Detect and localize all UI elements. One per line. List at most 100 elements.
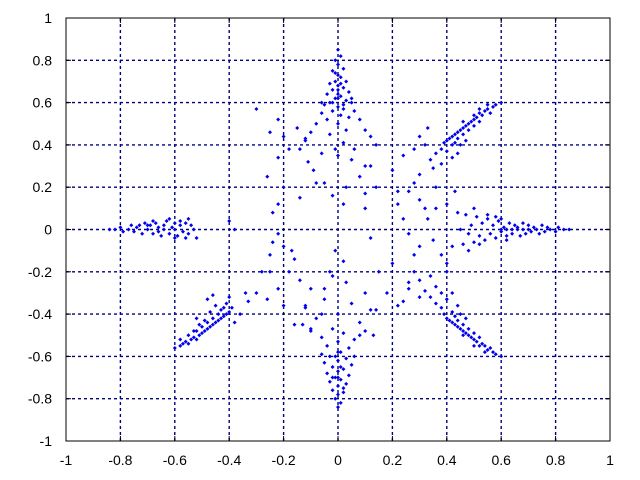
data-point bbox=[363, 164, 368, 169]
data-point bbox=[463, 316, 468, 321]
data-point bbox=[444, 261, 449, 266]
data-point bbox=[452, 132, 457, 137]
data-point bbox=[417, 295, 422, 300]
data-point bbox=[254, 106, 259, 111]
data-point bbox=[466, 128, 471, 133]
data-point bbox=[227, 219, 232, 224]
x-tick-label: 0.2 bbox=[383, 452, 403, 468]
data-point bbox=[210, 322, 215, 327]
data-point bbox=[455, 318, 460, 323]
data-point bbox=[300, 322, 305, 327]
data-point bbox=[482, 350, 487, 355]
data-point bbox=[341, 85, 346, 90]
data-point bbox=[363, 290, 368, 295]
data-point bbox=[322, 102, 327, 107]
data-point bbox=[499, 227, 504, 232]
x-axis-ticks: -1 -0.8 -0.6 -0.4 -0.2 0 0.2 0.4 0.6 0.8 1 bbox=[60, 18, 614, 468]
data-point bbox=[444, 149, 449, 154]
data-point bbox=[270, 240, 275, 245]
data-point bbox=[210, 316, 215, 321]
data-point bbox=[463, 138, 468, 143]
data-point bbox=[145, 223, 150, 228]
data-point bbox=[189, 223, 194, 228]
data-point bbox=[167, 231, 172, 236]
data-point bbox=[455, 130, 460, 135]
data-point bbox=[319, 100, 324, 105]
data-point bbox=[170, 225, 175, 230]
data-point bbox=[327, 354, 332, 359]
data-point bbox=[319, 335, 324, 340]
data-point bbox=[175, 233, 180, 238]
data-point bbox=[455, 324, 460, 329]
data-point bbox=[161, 223, 166, 228]
data-point bbox=[491, 350, 496, 355]
data-point bbox=[368, 164, 373, 169]
data-point bbox=[442, 312, 447, 317]
data-point bbox=[346, 345, 351, 350]
y-tick-label: -0.2 bbox=[28, 264, 52, 280]
data-point bbox=[276, 286, 281, 291]
data-point bbox=[444, 316, 449, 321]
data-point bbox=[344, 381, 349, 386]
data-point bbox=[480, 341, 485, 346]
data-point bbox=[268, 130, 272, 135]
data-point bbox=[330, 100, 335, 105]
data-point bbox=[480, 221, 485, 226]
data-point bbox=[336, 62, 340, 67]
data-point bbox=[221, 305, 226, 310]
data-point bbox=[336, 392, 340, 397]
data-point bbox=[327, 132, 332, 137]
data-point bbox=[510, 227, 515, 232]
data-point bbox=[433, 206, 438, 211]
data-point bbox=[477, 335, 482, 340]
data-point bbox=[548, 227, 553, 232]
data-point bbox=[469, 119, 474, 124]
data-point bbox=[330, 68, 335, 73]
data-point bbox=[455, 151, 460, 156]
data-point bbox=[474, 214, 479, 219]
data-point bbox=[540, 223, 544, 228]
data-point bbox=[401, 299, 406, 304]
data-point bbox=[349, 362, 354, 367]
y-tick-label: 0.2 bbox=[33, 179, 53, 195]
data-point bbox=[330, 388, 335, 393]
data-point bbox=[341, 390, 346, 395]
data-point bbox=[319, 151, 324, 156]
data-point bbox=[295, 125, 300, 130]
data-point bbox=[167, 216, 172, 221]
data-point bbox=[189, 337, 194, 342]
data-point bbox=[472, 123, 476, 128]
data-point bbox=[268, 269, 272, 274]
data-point bbox=[520, 227, 525, 232]
data-point bbox=[338, 377, 343, 382]
data-point bbox=[488, 345, 493, 350]
data-point bbox=[216, 312, 221, 317]
data-point bbox=[450, 142, 455, 147]
data-point bbox=[406, 231, 411, 236]
data-point bbox=[194, 235, 199, 240]
data-point bbox=[268, 252, 272, 257]
data-point bbox=[140, 231, 145, 236]
data-point bbox=[428, 274, 433, 279]
data-point bbox=[172, 221, 177, 226]
data-point bbox=[281, 134, 286, 139]
data-point bbox=[474, 115, 479, 120]
data-point bbox=[227, 309, 232, 314]
y-tick-label: -1 bbox=[40, 433, 53, 449]
data-point bbox=[412, 269, 417, 274]
data-point bbox=[349, 157, 354, 162]
data-point bbox=[384, 290, 389, 295]
data-point bbox=[330, 326, 335, 331]
data-point bbox=[504, 238, 509, 243]
data-point bbox=[447, 136, 452, 141]
data-point bbox=[205, 297, 210, 302]
data-point bbox=[444, 138, 449, 143]
data-point bbox=[504, 233, 509, 238]
data-point bbox=[368, 235, 373, 240]
data-point bbox=[341, 106, 346, 111]
data-point bbox=[450, 155, 455, 160]
data-point bbox=[112, 227, 117, 232]
data-point bbox=[270, 210, 275, 215]
y-tick-label: 1 bbox=[44, 10, 52, 26]
data-point bbox=[474, 339, 479, 344]
